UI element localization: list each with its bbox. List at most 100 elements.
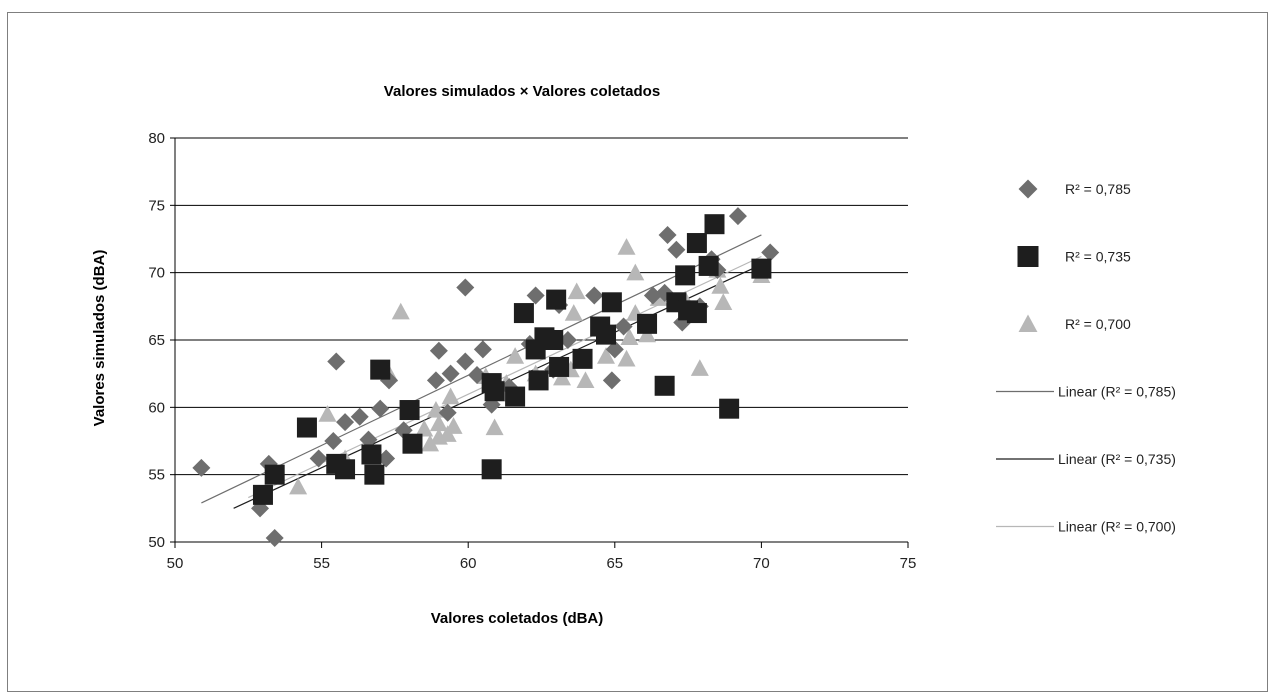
data-point-triangle: [485, 418, 504, 436]
data-point-triangle: [711, 277, 730, 294]
data-point-square: [686, 303, 707, 324]
data-point-triangle: [617, 238, 636, 255]
trendline: [201, 234, 762, 504]
legend-label: R² = 0,700: [1065, 316, 1131, 332]
data-point-triangle: [597, 347, 616, 364]
legend-label: Linear (R² = 0,735): [1058, 451, 1176, 467]
legend-item: Linear (R² = 0,735): [996, 451, 1176, 467]
data-point-square: [481, 459, 502, 480]
data-point-triangle: [564, 304, 583, 321]
data-point-square: [399, 400, 420, 421]
x-tick-label: 50: [167, 555, 184, 572]
data-point-square: [637, 313, 658, 334]
y-tick-label: 60: [148, 399, 165, 416]
legend-item: Linear (R² = 0,785): [996, 384, 1176, 400]
legend-item: R² = 0,735: [1017, 246, 1131, 267]
data-point-square: [264, 464, 285, 485]
data-point-square: [335, 459, 356, 480]
data-point-diamond: [309, 449, 328, 468]
legend-label: R² = 0,785: [1065, 181, 1131, 197]
x-tick-label: 75: [900, 555, 917, 572]
data-point-square: [549, 356, 570, 377]
data-point-diamond: [667, 240, 686, 259]
data-point-triangle: [318, 405, 337, 422]
data-point-square: [364, 464, 385, 485]
data-point-diamond: [350, 407, 369, 426]
data-point-diamond: [371, 399, 390, 418]
legend-item: R² = 0,785: [1018, 179, 1131, 199]
data-point-triangle: [714, 293, 733, 310]
data-point-diamond: [558, 331, 577, 349]
y-tick-label: 80: [148, 130, 165, 147]
data-point-diamond: [473, 340, 492, 359]
data-point-diamond: [327, 352, 346, 371]
data-point-diamond: [614, 317, 633, 336]
data-point-triangle: [421, 434, 440, 452]
data-point-square: [719, 398, 740, 419]
y-axis: 50 55 60 65 70 75 80: [148, 130, 176, 551]
data-point-triangle: [415, 419, 434, 437]
legend-label: Linear (R² = 0,700): [1058, 519, 1176, 535]
data-point-diamond: [441, 364, 460, 383]
data-point-diamond: [602, 371, 621, 390]
x-tick-label: 55: [313, 555, 330, 572]
x-tick-label: 70: [753, 555, 770, 572]
data-point-triangle: [1018, 314, 1038, 333]
data-point-diamond: [438, 403, 457, 422]
data-point-square: [596, 324, 617, 345]
legend-item: R² = 0,700: [1018, 314, 1131, 333]
data-point-diamond: [265, 528, 284, 547]
data-point-diamond: [377, 449, 396, 468]
data-point-diamond: [324, 432, 343, 450]
x-axis-label: Valores coletados (dBA): [431, 610, 604, 627]
data-point-triangle: [289, 477, 308, 495]
data-point-triangle: [638, 325, 657, 343]
data-point-diamond: [336, 413, 355, 432]
data-point-triangle: [626, 263, 645, 281]
data-point-diamond: [192, 458, 211, 477]
data-point-square: [704, 214, 725, 235]
gridlines: [175, 137, 908, 476]
legend: R² = 0,785 R² = 0,735 R² = 0,700 Linear (R²…: [996, 179, 1176, 535]
data-point-square: [402, 433, 423, 454]
data-point-diamond: [467, 366, 486, 385]
data-point-square: [751, 258, 772, 279]
data-point-square: [513, 303, 534, 324]
y-tick-label: 50: [148, 534, 165, 551]
data-point-square: [528, 370, 549, 391]
data-point-diamond: [359, 430, 378, 449]
chart-title: Valores simulados × Valores coletados: [384, 83, 660, 100]
chart-frame: 50 55 60 65 70 75 80 50 55 60 65 70 75 R² = 0,785 R²…: [7, 12, 1268, 692]
data-point-triangle: [576, 371, 595, 389]
y-tick-label: 75: [148, 197, 165, 214]
points: [192, 207, 780, 547]
data-point-triangle: [391, 302, 410, 320]
data-point-diamond: [728, 207, 747, 226]
data-point-diamond: [643, 286, 662, 305]
data-point-triangle: [567, 282, 586, 300]
data-point-diamond: [456, 352, 475, 371]
data-point-square: [252, 484, 273, 505]
data-point-diamond: [426, 371, 445, 390]
data-point-square: [361, 444, 382, 465]
legend-item: Linear (R² = 0,700): [996, 519, 1176, 535]
data-point-square: [572, 348, 593, 369]
data-point-square: [698, 255, 719, 276]
data-point-triangle: [617, 349, 636, 367]
data-point-triangle: [690, 359, 709, 376]
data-point-diamond: [585, 286, 604, 305]
data-point-square: [675, 265, 696, 286]
legend-label: R² = 0,735: [1065, 249, 1131, 265]
data-point-square: [686, 233, 707, 254]
data-point-diamond: [526, 286, 545, 305]
y-axis-label: Valores simulados (dBA): [91, 250, 108, 427]
data-point-diamond: [456, 278, 475, 297]
data-point-diamond: [761, 243, 780, 262]
data-point-square: [296, 417, 317, 438]
data-point-square: [601, 292, 622, 313]
y-tick-label: 70: [148, 265, 165, 282]
y-tick-label: 65: [148, 332, 165, 349]
y-tick-label: 55: [148, 467, 165, 484]
data-point-square: [546, 289, 567, 310]
